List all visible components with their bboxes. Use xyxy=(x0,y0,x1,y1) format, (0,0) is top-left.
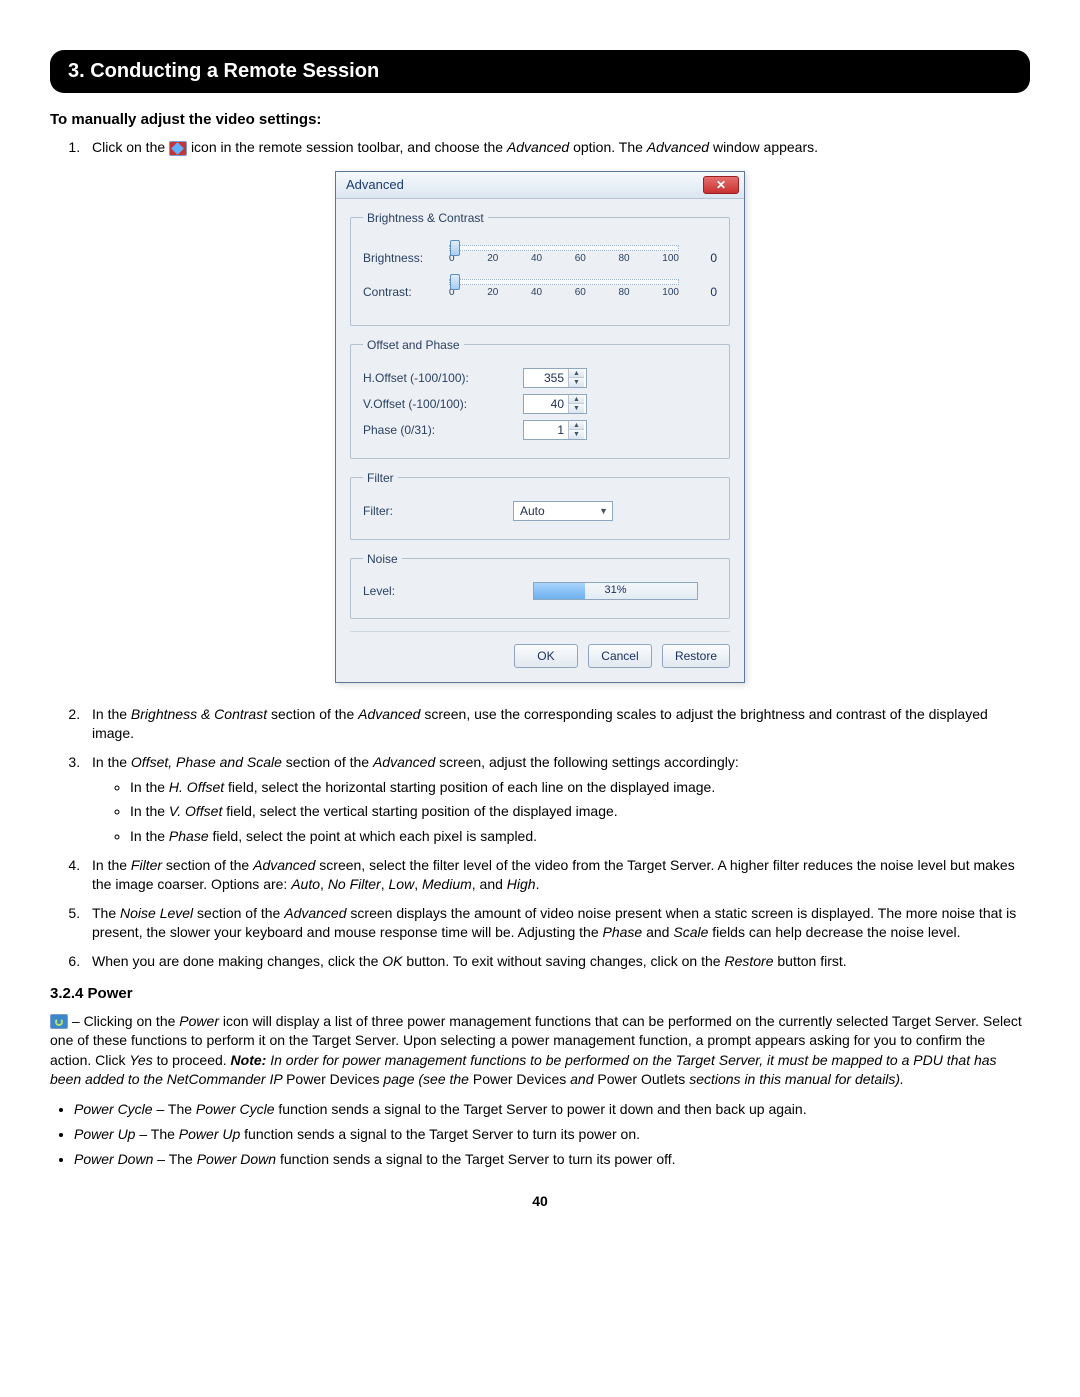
ok-button[interactable]: OK xyxy=(514,644,578,668)
list-item: Power Up – The Power Up function sends a… xyxy=(74,1125,1030,1144)
step-5: The Noise Level section of the Advanced … xyxy=(84,904,1030,942)
brightness-row: Brightness: 0 20 40 60 80 100 0 xyxy=(363,245,717,265)
noise-label: Level: xyxy=(363,584,533,598)
slider-ticks: 0 20 40 60 80 100 xyxy=(449,253,679,264)
filter-row: Filter: Auto ▼ xyxy=(363,501,717,521)
text: window appears. xyxy=(713,139,818,155)
section-header: 3. Conducting a Remote Session xyxy=(50,50,1030,93)
list-item: In the V. Offset field, select the verti… xyxy=(130,802,1030,821)
list-item: In the Phase field, select the point at … xyxy=(130,827,1030,846)
contrast-slider[interactable]: 0 20 40 60 80 100 xyxy=(449,279,679,298)
brightness-value: 0 xyxy=(691,245,717,265)
dialog-buttons: OK Cancel Restore xyxy=(350,631,730,668)
legend: Filter xyxy=(363,471,398,485)
contrast-thumb[interactable] xyxy=(450,274,460,290)
step-1: Click on the icon in the remote session … xyxy=(84,138,1030,157)
voffset-label: V.Offset (-100/100): xyxy=(363,397,523,411)
contrast-label: Contrast: xyxy=(363,279,437,299)
text: option. The xyxy=(573,139,647,155)
spin-up-icon[interactable]: ▲ xyxy=(569,421,584,431)
voffset-spinner[interactable]: ▲▼ xyxy=(523,394,587,414)
video-settings-icon xyxy=(169,141,187,156)
step-3-bullets: In the H. Offset field, select the horiz… xyxy=(112,778,1030,847)
dialog-title: Advanced xyxy=(346,177,404,192)
power-paragraph: – Clicking on the Power icon will displa… xyxy=(50,1012,1030,1090)
legend: Offset and Phase xyxy=(363,338,464,352)
legend: Brightness & Contrast xyxy=(363,211,488,225)
advanced-dialog: Advanced ✕ Brightness & Contrast Brightn… xyxy=(335,171,745,683)
list-item: Power Cycle – The Power Cycle function s… xyxy=(74,1100,1030,1119)
text: icon in the remote session toolbar, and … xyxy=(191,139,507,155)
chevron-down-icon: ▼ xyxy=(599,506,608,516)
noise-group: Noise Level: 31% xyxy=(350,552,730,619)
hoffset-spinner[interactable]: ▲▼ xyxy=(523,368,587,388)
step-2: In the Brightness & Contrast section of … xyxy=(84,705,1030,743)
phase-label: Phase (0/31): xyxy=(363,423,523,437)
hoffset-label: H.Offset (-100/100): xyxy=(363,371,523,385)
list-item: Power Down – The Power Down function sen… xyxy=(74,1150,1030,1169)
page-number: 40 xyxy=(50,1193,1030,1209)
hoffset-row: H.Offset (-100/100): ▲▼ xyxy=(363,368,717,388)
dialog-wrap: Advanced ✕ Brightness & Contrast Brightn… xyxy=(50,171,1030,683)
filter-label: Filter: xyxy=(363,504,513,518)
voffset-row: V.Offset (-100/100): ▲▼ xyxy=(363,394,717,414)
brightness-label: Brightness: xyxy=(363,245,437,265)
noise-row: Level: 31% xyxy=(363,582,717,600)
step-6: When you are done making changes, click … xyxy=(84,952,1030,971)
phase-spinner[interactable]: ▲▼ xyxy=(523,420,587,440)
phase-row: Phase (0/31): ▲▼ xyxy=(363,420,717,440)
spin-down-icon[interactable]: ▼ xyxy=(569,378,584,387)
list-item: In the H. Offset field, select the horiz… xyxy=(130,778,1030,797)
filter-select[interactable]: Auto ▼ xyxy=(513,501,613,521)
subheading-video-settings: To manually adjust the video settings: xyxy=(50,111,1030,128)
brightness-slider[interactable]: 0 20 40 60 80 100 xyxy=(449,245,679,264)
close-icon: ✕ xyxy=(716,179,726,191)
text-emphasis: Advanced xyxy=(507,139,569,155)
legend: Noise xyxy=(363,552,402,566)
step-4: In the Filter section of the Advanced sc… xyxy=(84,856,1030,894)
dialog-body: Brightness & Contrast Brightness: 0 20 4… xyxy=(336,199,744,682)
contrast-row: Contrast: 0 20 40 60 80 100 0 xyxy=(363,279,717,299)
steps-list: Click on the icon in the remote session … xyxy=(50,138,1030,157)
dialog-titlebar: Advanced ✕ xyxy=(336,172,744,199)
spin-down-icon[interactable]: ▼ xyxy=(569,430,584,439)
voffset-input[interactable] xyxy=(524,395,568,413)
restore-button[interactable]: Restore xyxy=(662,644,730,668)
slider-ticks: 0 20 40 60 80 100 xyxy=(449,287,679,298)
noise-progress: 31% xyxy=(533,582,698,600)
power-icon xyxy=(50,1014,68,1029)
brightness-thumb[interactable] xyxy=(450,240,460,256)
text-emphasis: Advanced xyxy=(647,139,709,155)
noise-percent: 31% xyxy=(534,584,697,596)
text: Click on the xyxy=(92,139,169,155)
offset-phase-group: Offset and Phase H.Offset (-100/100): ▲▼… xyxy=(350,338,730,459)
step-3: In the Offset, Phase and Scale section o… xyxy=(84,753,1030,847)
spin-up-icon[interactable]: ▲ xyxy=(569,395,584,405)
filter-group: Filter Filter: Auto ▼ xyxy=(350,471,730,540)
brightness-contrast-group: Brightness & Contrast Brightness: 0 20 4… xyxy=(350,211,730,326)
filter-value: Auto xyxy=(520,504,545,518)
subheading-power: 3.2.4 Power xyxy=(50,985,1030,1002)
power-functions-list: Power Cycle – The Power Cycle function s… xyxy=(56,1100,1030,1169)
phase-input[interactable] xyxy=(524,421,568,439)
steps-list-cont: In the Brightness & Contrast section of … xyxy=(50,705,1030,971)
hoffset-input[interactable] xyxy=(524,369,568,387)
cancel-button[interactable]: Cancel xyxy=(588,644,652,668)
spin-down-icon[interactable]: ▼ xyxy=(569,404,584,413)
contrast-value: 0 xyxy=(691,279,717,299)
spin-up-icon[interactable]: ▲ xyxy=(569,369,584,379)
close-button[interactable]: ✕ xyxy=(703,176,739,194)
